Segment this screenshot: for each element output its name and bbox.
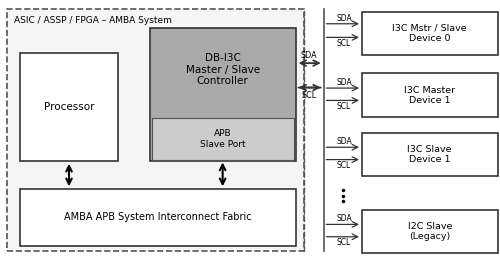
Text: DB-I3C
Master / Slave
Controller: DB-I3C Master / Slave Controller xyxy=(186,53,260,86)
Text: AMBA APB System Interconnect Fabric: AMBA APB System Interconnect Fabric xyxy=(64,212,252,223)
Bar xyxy=(362,12,498,55)
Text: I3C Mstr / Slave
Device 0: I3C Mstr / Slave Device 0 xyxy=(392,24,467,43)
Text: SCL: SCL xyxy=(336,238,350,247)
Text: Processor: Processor xyxy=(44,102,94,112)
Bar xyxy=(150,28,296,161)
Bar xyxy=(362,73,498,117)
Bar xyxy=(20,189,295,246)
Text: SDA: SDA xyxy=(336,14,352,23)
Text: SCL: SCL xyxy=(301,91,316,100)
Bar xyxy=(362,133,498,176)
Bar xyxy=(362,210,498,254)
Text: I3C Slave
Device 1: I3C Slave Device 1 xyxy=(408,145,452,164)
Text: SDA: SDA xyxy=(300,51,317,60)
Text: SDA: SDA xyxy=(336,78,352,87)
Text: SCL: SCL xyxy=(336,161,350,170)
Text: APB
Slave Port: APB Slave Port xyxy=(200,129,246,149)
Bar xyxy=(20,53,118,161)
Text: SDA: SDA xyxy=(336,214,352,223)
Text: I3C Master
Device 1: I3C Master Device 1 xyxy=(404,86,456,105)
Bar xyxy=(152,118,294,160)
Text: SCL: SCL xyxy=(336,38,350,48)
Text: I2C Slave
(Legacy): I2C Slave (Legacy) xyxy=(408,222,452,241)
Text: SDA: SDA xyxy=(336,137,352,146)
Bar xyxy=(8,9,304,251)
Text: SCL: SCL xyxy=(336,102,350,110)
Text: ASIC / ASSP / FPGA – AMBA System: ASIC / ASSP / FPGA – AMBA System xyxy=(14,16,172,25)
